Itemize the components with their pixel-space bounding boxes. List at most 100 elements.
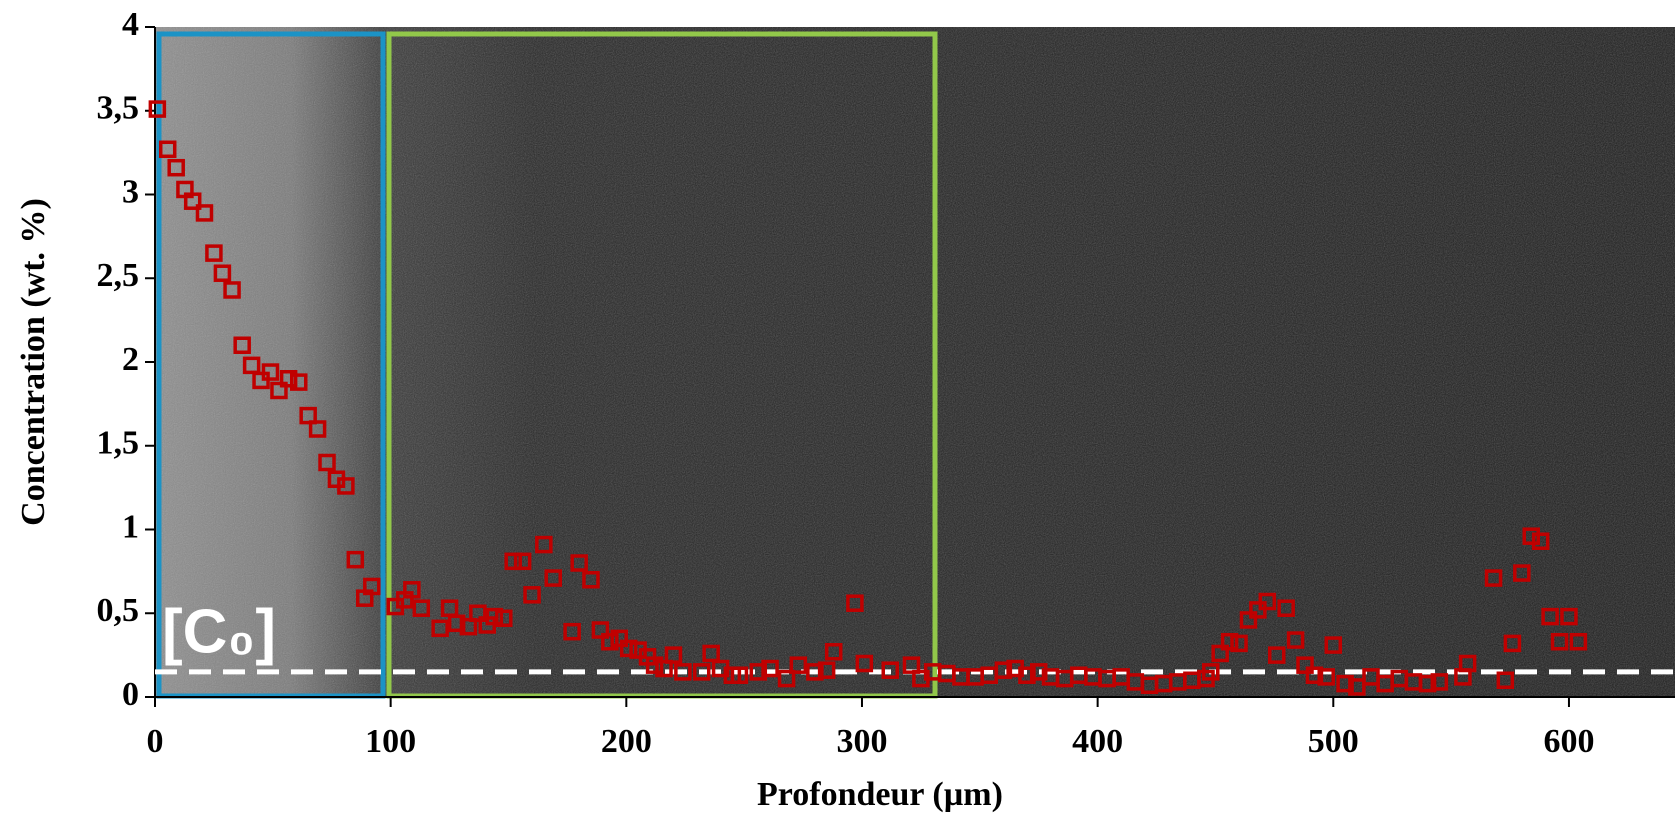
reference-label: [C₀] <box>162 597 276 666</box>
point <box>1503 634 1522 653</box>
point <box>1324 636 1343 654</box>
point <box>270 381 288 400</box>
point <box>544 569 563 587</box>
y-tick-label: 2 <box>122 341 139 378</box>
point <box>855 654 874 673</box>
point <box>824 643 843 661</box>
point <box>183 192 202 210</box>
x-tick-label: 500 <box>1308 723 1359 760</box>
plot-area <box>155 27 1675 699</box>
x-tick-label: 600 <box>1543 723 1594 760</box>
point <box>1220 632 1239 651</box>
point <box>749 663 768 681</box>
point <box>403 581 421 599</box>
point <box>1305 666 1324 684</box>
point <box>570 554 588 572</box>
point <box>447 614 466 633</box>
point <box>1522 527 1540 545</box>
point <box>148 100 167 118</box>
point <box>1348 678 1366 696</box>
point <box>1458 654 1477 673</box>
point <box>1317 668 1335 686</box>
point <box>1496 671 1515 689</box>
point <box>674 663 692 681</box>
point <box>730 666 749 684</box>
point <box>1560 607 1578 626</box>
point <box>645 656 664 674</box>
point <box>279 370 298 388</box>
point <box>1541 607 1559 626</box>
point <box>242 356 261 375</box>
point <box>563 622 581 641</box>
point <box>1230 634 1248 653</box>
point <box>535 535 553 554</box>
point <box>1286 631 1305 649</box>
point <box>1418 674 1437 693</box>
y-tick-label: 1,5 <box>97 425 140 462</box>
point <box>495 609 513 628</box>
point <box>337 477 355 495</box>
point <box>881 661 900 679</box>
point <box>308 420 327 438</box>
point <box>1484 569 1503 587</box>
point <box>1531 532 1550 550</box>
point <box>1296 656 1314 674</box>
x-tick-label: 300 <box>836 723 887 760</box>
point <box>1430 673 1449 691</box>
point <box>412 599 431 617</box>
y-tick-label: 2,5 <box>97 257 140 294</box>
y-axis-label: Concentration (wt. %) <box>15 198 52 526</box>
point <box>619 639 638 658</box>
point <box>601 632 619 651</box>
point <box>582 571 600 589</box>
point <box>692 663 711 681</box>
point <box>167 158 185 177</box>
point <box>513 552 532 571</box>
x-axis-label: Profondeur (µm) <box>757 776 1003 813</box>
point <box>318 453 336 472</box>
point <box>223 281 241 299</box>
point <box>1258 592 1277 611</box>
point <box>469 604 487 622</box>
point <box>702 644 720 663</box>
point <box>346 550 365 569</box>
point <box>610 629 628 648</box>
y-tick-label: 0 <box>122 676 139 713</box>
point <box>664 646 683 664</box>
point <box>459 617 478 636</box>
point <box>195 204 214 222</box>
point <box>994 661 1013 679</box>
y-tick-label: 4 <box>122 6 139 43</box>
point <box>431 619 449 638</box>
point <box>233 336 251 354</box>
point <box>806 663 824 681</box>
point <box>591 621 610 639</box>
point <box>777 669 796 688</box>
point <box>789 656 808 674</box>
y-tick-label: 1 <box>122 508 139 545</box>
y-tick-label: 3 <box>122 173 139 210</box>
point <box>1267 646 1286 664</box>
point <box>523 586 541 604</box>
point <box>1239 611 1258 629</box>
point <box>485 607 504 626</box>
point <box>1018 666 1036 684</box>
x-tick-label: 400 <box>1072 723 1123 760</box>
point <box>290 373 308 391</box>
point <box>817 661 836 679</box>
point <box>1211 644 1229 663</box>
point <box>158 140 177 159</box>
x-tick-label: 200 <box>601 723 652 760</box>
x-tick-label: 0 <box>147 723 164 760</box>
point <box>1202 663 1220 681</box>
point <box>261 363 280 381</box>
point <box>1569 632 1588 651</box>
point <box>846 594 864 612</box>
point <box>1550 632 1569 651</box>
point <box>205 244 223 262</box>
point <box>299 406 317 425</box>
y-tick-label: 3,5 <box>97 90 140 127</box>
point <box>504 552 522 571</box>
point <box>761 659 779 678</box>
